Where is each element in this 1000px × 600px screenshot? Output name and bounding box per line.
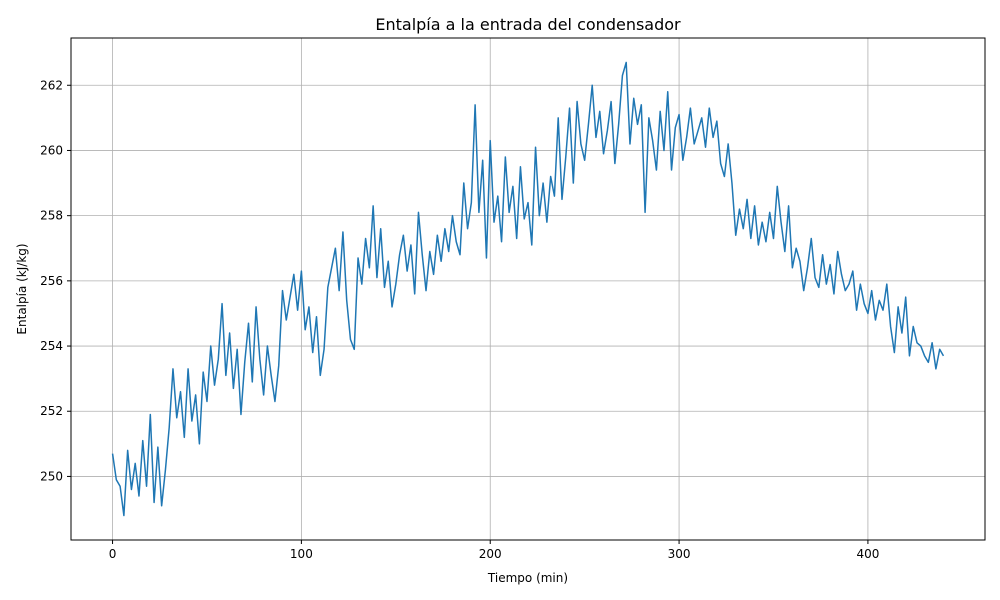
- y-tick-label: 262: [40, 78, 63, 92]
- y-tick-label: 252: [40, 404, 63, 418]
- x-tick-label: 400: [856, 547, 879, 561]
- data-line: [111, 61, 945, 517]
- y-tick-label: 260: [40, 143, 63, 157]
- chart-title: Entalpía a la entrada del condensador: [375, 15, 681, 34]
- x-tick-label: 0: [109, 547, 117, 561]
- y-axis-label: Entalpía (kJ/kg): [15, 243, 29, 334]
- y-tick-label: 254: [40, 339, 63, 353]
- y-tick-label: 250: [40, 469, 63, 483]
- x-tick-label: 300: [668, 547, 691, 561]
- plot-frame: [70, 37, 986, 541]
- x-tick-label: 100: [290, 547, 313, 561]
- x-tick-label: 200: [479, 547, 502, 561]
- y-tick-label: 256: [40, 274, 63, 288]
- y-tick-label: 258: [40, 209, 63, 223]
- x-axis-label: Tiempo (min): [487, 571, 568, 585]
